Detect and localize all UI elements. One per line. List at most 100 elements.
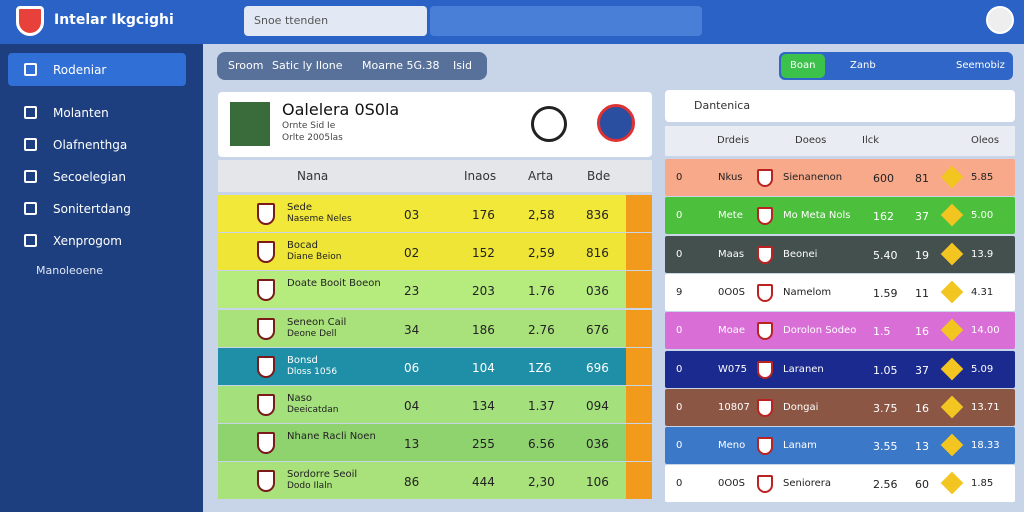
row-stripe: [626, 462, 652, 500]
cell-text: Dloss 1056: [287, 366, 338, 377]
sidebar-item-active[interactable]: [8, 53, 186, 86]
cell-text: 13: [915, 440, 929, 454]
sidebar-label[interactable]: Secoelegian: [53, 170, 126, 184]
sidebar-label[interactable]: Rodeniar: [53, 63, 107, 77]
tab-label[interactable]: Zanb: [850, 60, 876, 71]
profile-line: Ornte Sid Ie: [282, 121, 336, 131]
cell-text: 1.59: [873, 286, 898, 300]
panel-header: [665, 90, 1015, 122]
column-header[interactable]: Inaos: [464, 169, 497, 183]
cell-text: 0: [676, 363, 683, 375]
column-header[interactable]: Nana: [297, 169, 329, 183]
table-row[interactable]: [218, 309, 652, 347]
cell-text: 37: [915, 210, 929, 224]
filter-label[interactable]: Satic ly Ilone: [272, 59, 343, 72]
cell-text: 0: [676, 210, 683, 222]
cell-text: 2,30: [528, 475, 555, 490]
cell-text: 0O0S: [718, 286, 745, 298]
panel-title: Dantenica: [694, 99, 751, 112]
panel-subheader: [665, 126, 1015, 156]
cell-text: 6.56: [528, 437, 555, 452]
cell-text: 152: [472, 246, 495, 261]
cell-text: 19: [915, 248, 929, 262]
cell-text: 1.5: [873, 325, 891, 339]
table-row[interactable]: [218, 347, 652, 385]
table-row[interactable]: [218, 271, 652, 309]
cell-text: Deeicatdan: [287, 405, 339, 415]
avatar[interactable]: [986, 6, 1014, 34]
cell-text: 04: [404, 399, 420, 413]
cell-text: Sordorre Seoil: [287, 469, 358, 481]
column-header[interactable]: Bde: [587, 169, 611, 183]
tab-label[interactable]: Boan: [790, 60, 816, 71]
tab-label[interactable]: Seemobiz: [956, 60, 1005, 71]
sidebar-label[interactable]: Molanten: [53, 106, 109, 120]
cell-text: 14.00: [971, 325, 1000, 337]
row-stripe: [626, 347, 652, 385]
panel-column-header[interactable]: Doeos: [795, 135, 827, 146]
sidebar: [0, 44, 203, 512]
sidebar-label[interactable]: Olafnenthga: [53, 138, 128, 152]
cell-text: 203: [472, 284, 495, 299]
cell-text: Bocad: [287, 240, 318, 252]
team-badge: [257, 470, 275, 493]
table-header: [218, 160, 652, 192]
logo: [16, 6, 44, 36]
cell-text: Seneon Cail: [287, 316, 347, 328]
tab-active[interactable]: [781, 54, 825, 78]
panel-column-header[interactable]: Oleos: [971, 135, 1000, 146]
cell-text: Sienanenon: [783, 172, 843, 183]
cell-text: 1.76: [528, 284, 555, 299]
table-row[interactable]: [218, 195, 652, 232]
filter-label[interactable]: Isid: [453, 59, 473, 72]
filter-label[interactable]: Moarne 5G.38: [362, 59, 440, 72]
sidebar-label[interactable]: Sonitertdang: [53, 202, 131, 216]
filter-label[interactable]: Sroom: [228, 59, 264, 72]
cell-text: W075: [718, 363, 747, 375]
cell-text: Bonsd: [287, 354, 318, 366]
cell-text: 60: [915, 478, 929, 492]
search-bar[interactable]: [430, 6, 702, 36]
sidebar-section[interactable]: Manoleoene: [36, 264, 103, 277]
cell-text: Meno: [718, 440, 746, 452]
team-crest: [757, 475, 773, 494]
table-row[interactable]: [218, 386, 652, 423]
cell-text: Maas: [718, 248, 745, 260]
sidebar-icon: [24, 170, 37, 183]
row-stripe: [626, 233, 652, 271]
panel-column-header[interactable]: Ilck: [862, 135, 880, 146]
cell-text: 036: [586, 284, 609, 299]
team-crest: [757, 169, 773, 187]
cell-text: 176: [472, 208, 495, 222]
cell-text: 5.85: [971, 172, 994, 183]
cell-text: 11: [915, 286, 929, 300]
cell-text: Nkus: [718, 172, 743, 183]
row-stripe: [626, 424, 652, 462]
column-header[interactable]: Arta: [528, 169, 554, 183]
table-row[interactable]: [218, 424, 652, 462]
profile-name: Oalelera 0S0la: [282, 100, 400, 119]
cell-text: 162: [873, 210, 894, 224]
sidebar-icon: [24, 234, 37, 247]
cell-text: 696: [586, 360, 609, 375]
sidebar-icon: [24, 202, 37, 215]
profile-photo: [230, 102, 270, 146]
team-badge: [257, 241, 275, 264]
table-row[interactable]: [218, 462, 652, 500]
sidebar-label[interactable]: Xenprogom: [53, 234, 122, 248]
cell-text: 106: [586, 475, 609, 490]
cell-text: 0: [676, 172, 683, 183]
cell-text: 836: [586, 208, 609, 222]
table-row[interactable]: [218, 233, 652, 271]
cell-text: 2.56: [873, 478, 898, 492]
search-box[interactable]: [244, 6, 427, 36]
cell-text: 186: [472, 322, 495, 337]
cell-text: 0: [676, 325, 683, 337]
cell-text: 0: [676, 401, 683, 413]
panel-column-header[interactable]: Drdeis: [717, 135, 750, 146]
cell-text: 676: [586, 322, 609, 337]
cell-text: 06: [404, 360, 420, 375]
cell-text: 3.75: [873, 401, 898, 415]
cell-text: 5.40: [873, 248, 898, 262]
